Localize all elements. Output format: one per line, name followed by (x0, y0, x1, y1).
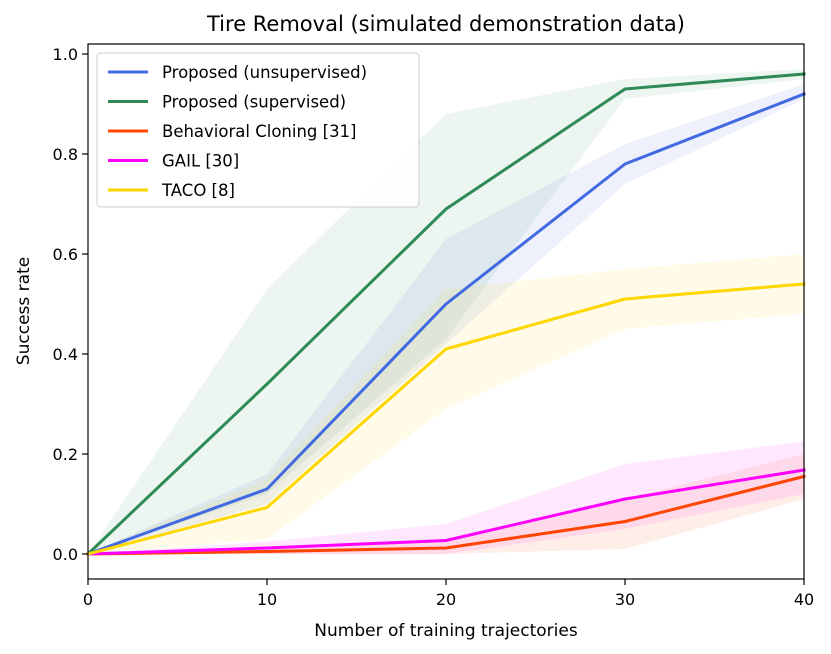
band-taco-8 (88, 254, 804, 554)
y-axis-label: Success rate (14, 257, 34, 365)
y-tick-label: 0.4 (53, 345, 78, 364)
series-line-gail-30 (86, 468, 806, 556)
y-tick-label: 1.0 (53, 45, 78, 64)
y-tick-label: 0.0 (53, 545, 78, 564)
legend-box (96, 52, 420, 208)
confidence-bands (88, 69, 804, 554)
x-tick-label: 40 (794, 590, 814, 609)
band-gail-30 (88, 441, 804, 554)
x-axis: 0 10 20 30 40 (83, 579, 814, 609)
series-line-proposed-unsupervised (86, 92, 806, 556)
y-tick-label: 0.6 (53, 245, 78, 264)
series-line-behavioral-cloning-31 (86, 474, 806, 556)
series-line-proposed-supervised (85, 72, 806, 557)
x-tick-label: 0 (83, 590, 93, 609)
series-line-taco-8 (86, 282, 806, 556)
legend-label: Behavioral Cloning [31] (162, 122, 357, 141)
x-tick-label: 10 (257, 590, 277, 609)
y-tick-label: 0.8 (53, 145, 78, 164)
band-proposed-supervised (88, 69, 804, 554)
band-behavioral-cloning-31 (88, 454, 804, 554)
x-tick-label: 20 (436, 590, 456, 609)
x-tick-label: 30 (615, 590, 635, 609)
legend-label: Proposed (unsupervised) (162, 63, 367, 82)
y-axis: 0.0 0.2 0.4 0.6 0.8 1.0 (53, 45, 88, 564)
band-proposed-unsupervised (88, 84, 804, 554)
legend-label: Proposed (supervised) (162, 93, 346, 112)
legend-label: GAIL [30] (162, 152, 239, 171)
x-axis-label: Number of training trajectories (314, 621, 578, 641)
y-tick-label: 0.2 (53, 445, 78, 464)
series-lines (85, 72, 806, 557)
legend-label: TACO [8] (161, 181, 235, 200)
chart-title: Tire Removal (simulated demonstration da… (206, 12, 685, 36)
legend: Proposed (unsupervised) Proposed (supervi… (96, 52, 420, 208)
